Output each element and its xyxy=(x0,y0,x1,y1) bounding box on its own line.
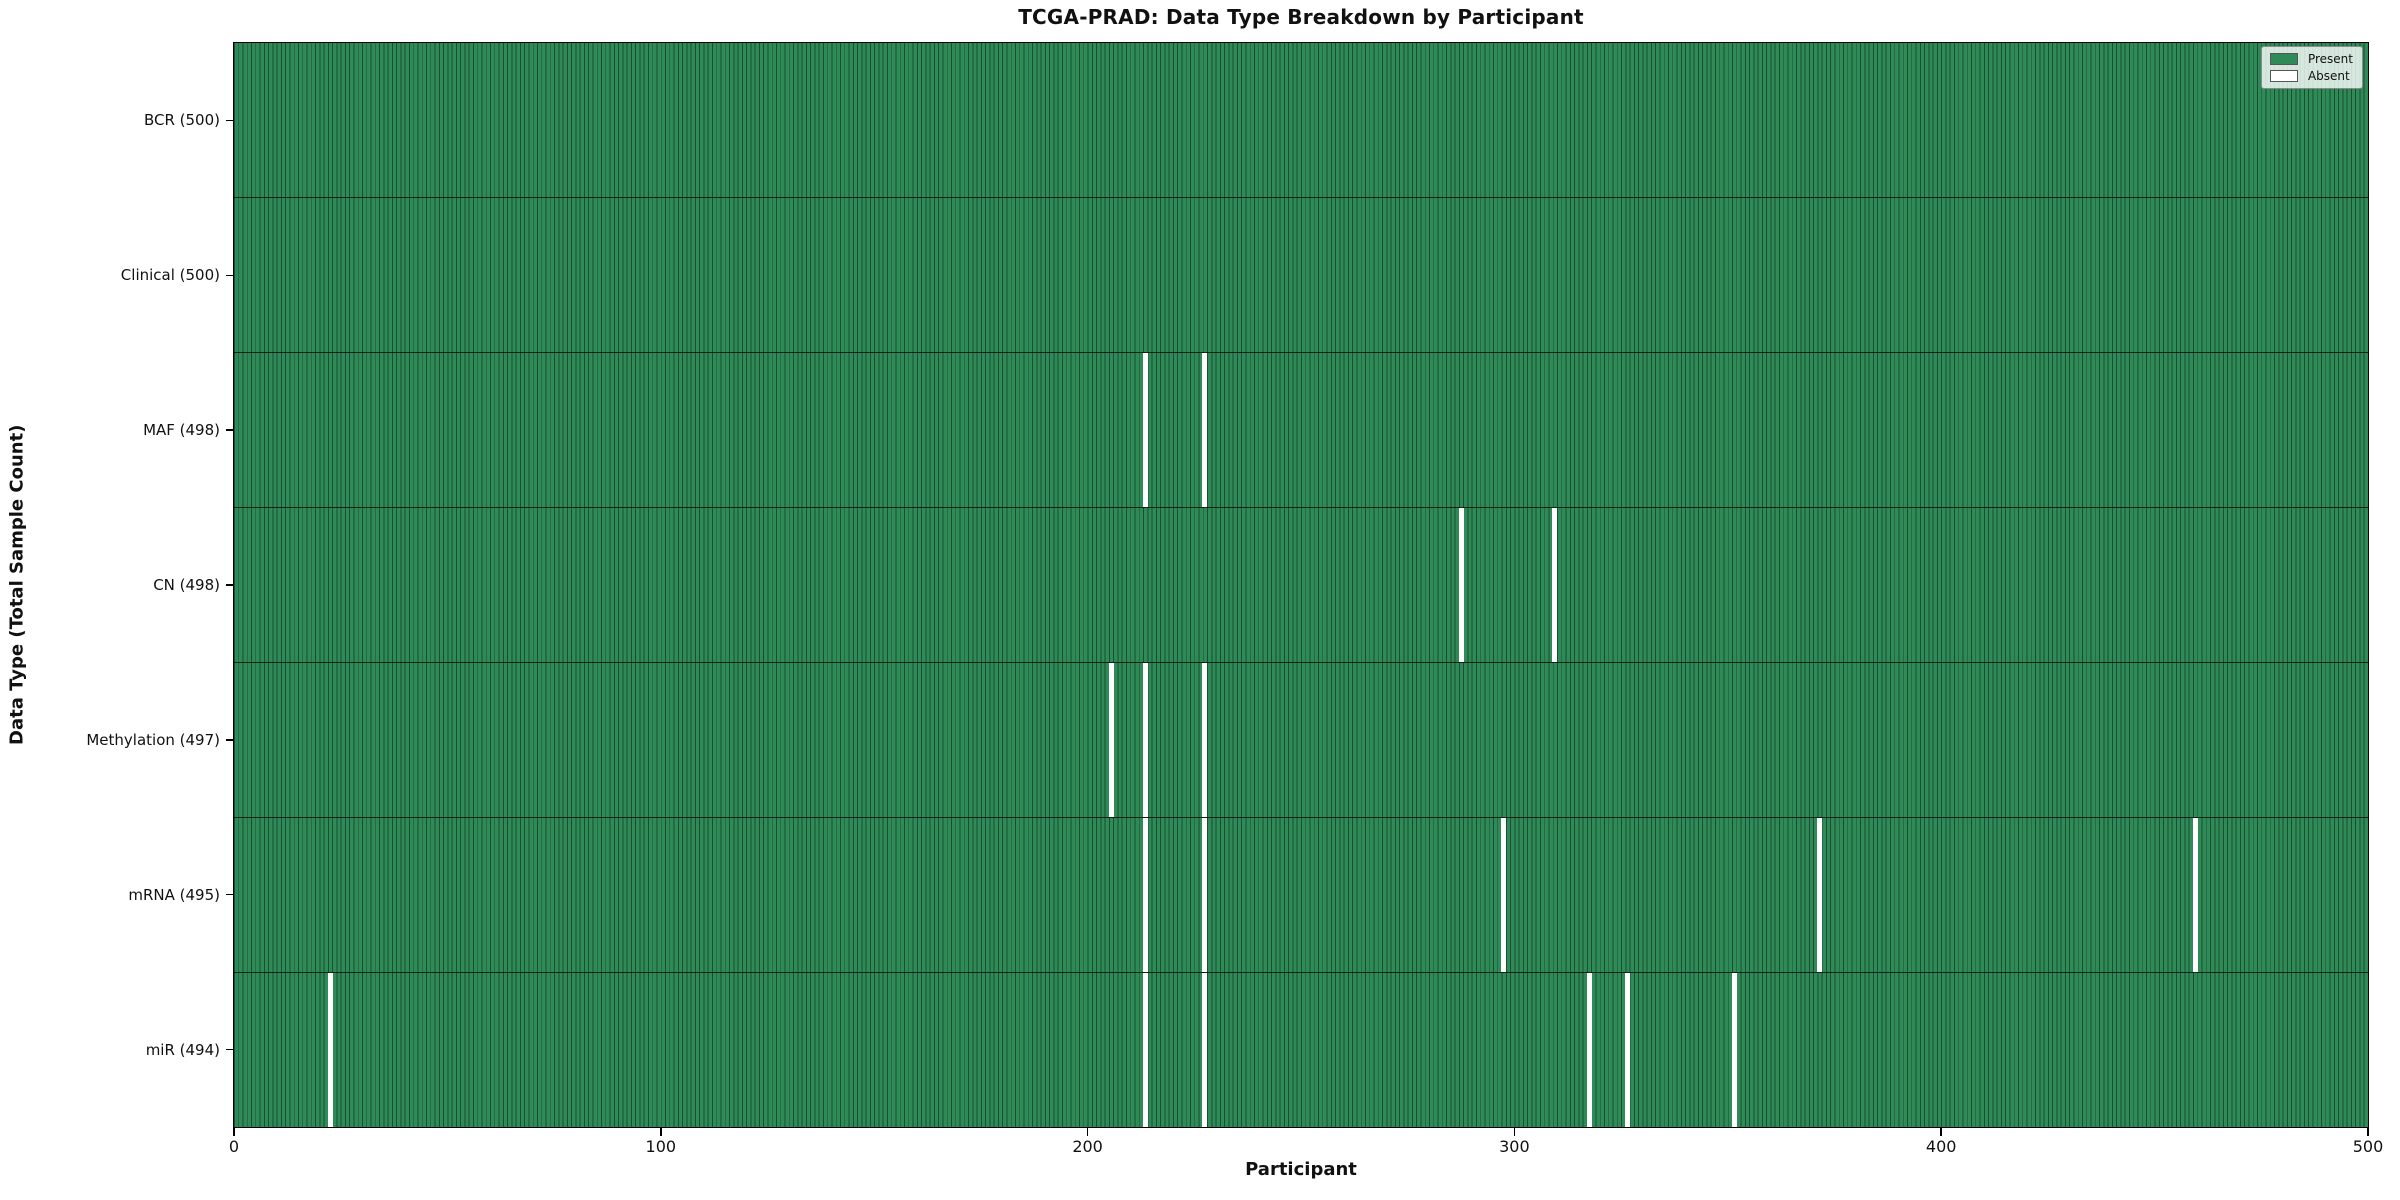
present-swatch-icon xyxy=(2269,53,2298,65)
x-tick-label: 300 xyxy=(1499,1137,1530,1156)
y-tick-label: MAF (498) xyxy=(143,421,220,440)
y-tick-label: mRNA (495) xyxy=(128,885,220,904)
plot-rows xyxy=(234,43,2368,1127)
absent-mark xyxy=(1501,818,1507,972)
x-tick-mark xyxy=(2367,1128,2369,1136)
legend-absent-label: Absent xyxy=(2307,69,2350,83)
x-tick-label: 0 xyxy=(228,1137,240,1156)
absent-mark xyxy=(1202,818,1208,972)
absent-mark xyxy=(2192,818,2198,972)
absent-mark xyxy=(1731,973,1737,1127)
absent-mark xyxy=(1108,663,1114,817)
data-type-row-mRNA xyxy=(234,817,2368,972)
absent-mark xyxy=(1586,973,1592,1127)
x-tick-mark xyxy=(660,1128,662,1136)
absent-mark xyxy=(1458,508,1464,662)
absent-mark xyxy=(1202,353,1208,507)
absent-mark xyxy=(1202,973,1208,1127)
y-tick-mark xyxy=(226,274,233,277)
absent-mark xyxy=(1142,663,1148,817)
y-tick-label: BCR (500) xyxy=(143,111,220,130)
y-tick-mark xyxy=(226,893,233,896)
absent-mark xyxy=(1552,508,1558,662)
data-type-row-miR xyxy=(234,972,2368,1127)
data-type-row-BCR xyxy=(234,43,2368,197)
y-tick-mark xyxy=(226,429,233,431)
data-type-row-Methylation xyxy=(234,662,2368,817)
x-tick-label: 400 xyxy=(1925,1137,1957,1156)
absent-mark xyxy=(1625,973,1631,1127)
absent-mark xyxy=(1142,818,1148,972)
y-tick-label: miR (494) xyxy=(145,1040,220,1059)
absent-mark xyxy=(327,973,333,1127)
plot-area: Present Absent xyxy=(233,42,2369,1128)
absent-swatch-icon xyxy=(2269,70,2298,82)
absent-mark xyxy=(1202,663,1208,817)
chart-title: TCGA-PRAD: Data Type Breakdown by Partic… xyxy=(1018,5,1584,29)
absent-mark xyxy=(1142,353,1148,507)
x-tick-mark xyxy=(233,1128,235,1136)
data-type-row-CN xyxy=(234,507,2368,662)
absent-mark xyxy=(1817,818,1823,972)
absent-mark xyxy=(1142,973,1148,1127)
y-tick-mark xyxy=(226,584,233,586)
y-tick-mark xyxy=(226,119,233,122)
legend-entry-present: Present xyxy=(2269,52,2353,66)
data-type-row-MAF xyxy=(234,352,2368,507)
x-axis-label: Participant xyxy=(1245,1159,1357,1180)
x-tick-mark xyxy=(1513,1128,1516,1136)
y-tick-mark xyxy=(226,739,233,741)
x-tick-mark xyxy=(1086,1128,1089,1136)
x-tick-label: 200 xyxy=(1072,1137,1103,1156)
legend-present-label: Present xyxy=(2307,52,2353,66)
legend: Present Absent xyxy=(2260,46,2363,89)
y-tick-mark xyxy=(226,1048,233,1051)
x-tick-label: 500 xyxy=(2352,1137,2384,1156)
y-tick-label: Methylation (497) xyxy=(86,730,220,749)
x-tick-mark xyxy=(1940,1128,1942,1136)
y-tick-label: Clinical (500) xyxy=(120,266,220,285)
y-tick-label: CN (498) xyxy=(153,576,220,594)
data-type-row-Clinical xyxy=(234,197,2368,352)
legend-entry-absent: Absent xyxy=(2269,69,2353,83)
x-tick-label: 100 xyxy=(645,1137,677,1156)
